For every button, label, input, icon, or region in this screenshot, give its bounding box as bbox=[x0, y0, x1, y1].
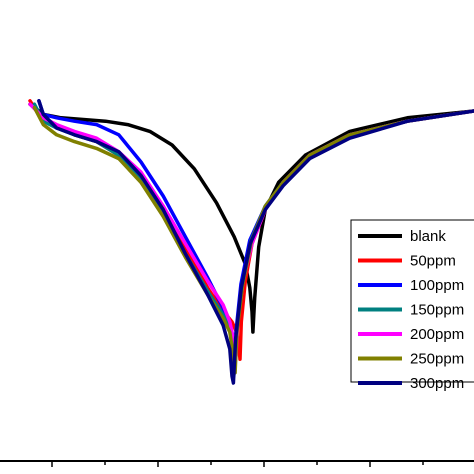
legend-label-blank: blank bbox=[410, 228, 446, 245]
legend-label-250ppm: 250ppm bbox=[410, 351, 464, 368]
legend-label-50ppm: 50ppm bbox=[410, 253, 456, 270]
legend-label-300ppm: 300ppm bbox=[410, 375, 464, 392]
legend-label-200ppm: 200ppm bbox=[410, 326, 464, 343]
series-line-300ppm bbox=[37, 99, 474, 385]
legend-box bbox=[350, 219, 474, 383]
series-line-250ppm bbox=[32, 105, 474, 375]
axes bbox=[0, 460, 474, 467]
legend-label-100ppm: 100ppm bbox=[410, 277, 464, 294]
series-layer bbox=[28, 99, 474, 385]
legend-label-150ppm: 150ppm bbox=[410, 302, 464, 319]
legend: blank 50ppm 100ppm 150ppm 200ppm 250ppm 300ppm bbox=[350, 219, 474, 392]
